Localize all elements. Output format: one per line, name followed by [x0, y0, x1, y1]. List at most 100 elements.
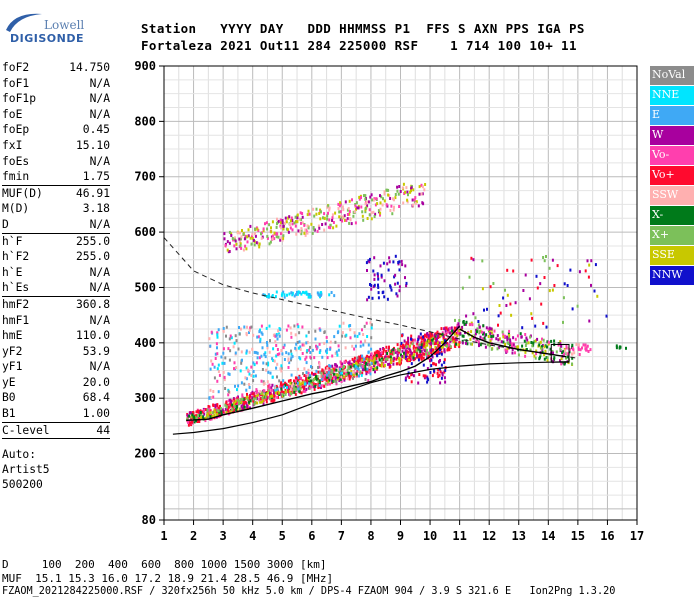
o-trace-line — [186, 325, 461, 421]
echo-point — [326, 214, 329, 218]
echo-point — [300, 228, 303, 232]
echo-point — [254, 374, 257, 378]
echo-point — [314, 373, 317, 377]
echo-point — [204, 408, 207, 411]
echo-point — [279, 385, 282, 389]
echo-point — [348, 199, 351, 203]
echo-point — [344, 360, 346, 364]
echo-point — [198, 414, 201, 418]
echo-point — [397, 352, 400, 356]
echo-point — [252, 370, 255, 373]
echo-point — [389, 209, 392, 212]
echo-point — [266, 343, 269, 347]
echo-point — [267, 395, 270, 399]
echo-point — [365, 261, 368, 265]
echo-point — [275, 225, 278, 229]
logo-digisonde-text: DIGISONDE — [10, 32, 84, 45]
echo-point — [380, 273, 383, 277]
echo-point — [304, 382, 307, 386]
echo-point — [294, 376, 297, 380]
echo-point — [379, 211, 382, 215]
echo-point — [224, 407, 227, 411]
echo-point — [469, 337, 472, 341]
echo-point — [224, 387, 227, 390]
echo-point — [244, 400, 247, 404]
echo-point — [290, 349, 292, 353]
echo-point — [399, 344, 402, 348]
echo-point — [418, 373, 421, 376]
echo-point — [386, 352, 389, 355]
echo-point — [358, 195, 361, 199]
echo-point — [385, 188, 388, 192]
echo-point — [217, 370, 220, 373]
echo-point — [418, 346, 421, 350]
echo-point — [505, 304, 508, 307]
echo-point — [272, 347, 275, 351]
echo-point — [208, 407, 211, 411]
echo-point — [257, 241, 259, 245]
echo-point — [328, 382, 331, 386]
echo-point — [429, 371, 432, 374]
echo-point — [320, 384, 323, 388]
echo-point — [453, 326, 456, 330]
param-row: M(D) 3.18 — [2, 201, 110, 217]
echo-point — [280, 349, 283, 352]
echo-point — [543, 259, 546, 263]
echo-point — [283, 295, 286, 299]
echo-point — [395, 362, 398, 366]
echo-point — [258, 242, 261, 246]
echo-point — [436, 350, 439, 353]
echo-point — [275, 344, 278, 347]
legend-entry: NNE — [650, 86, 694, 105]
echo-point — [291, 291, 294, 295]
echo-point — [284, 392, 287, 396]
echo-point — [556, 264, 559, 268]
echo-point — [246, 405, 249, 408]
echo-point — [421, 192, 424, 196]
echo-point — [350, 372, 353, 376]
echo-point — [370, 284, 373, 287]
echo-point — [449, 339, 452, 343]
echo-point — [364, 202, 367, 206]
echo-point — [419, 350, 422, 353]
echo-point — [566, 355, 569, 359]
echo-point — [568, 348, 571, 352]
echo-point — [370, 352, 373, 356]
echo-point — [271, 237, 274, 241]
param-name: fmin — [2, 170, 30, 184]
echo-point — [266, 380, 269, 384]
echo-point — [267, 370, 270, 374]
echo-point — [314, 337, 317, 341]
echo-point — [216, 404, 219, 408]
echo-point — [538, 343, 541, 347]
echo-point — [548, 266, 551, 270]
echo-point — [373, 283, 376, 287]
echo-point — [348, 371, 351, 375]
echo-point — [352, 376, 354, 380]
echo-point — [294, 379, 297, 383]
echo-point — [275, 235, 278, 239]
echo-point — [369, 368, 372, 372]
echo-point — [472, 312, 475, 316]
echo-point — [340, 216, 343, 220]
echo-point — [585, 346, 588, 350]
echo-point — [406, 190, 409, 194]
echo-point — [386, 297, 389, 301]
echo-point — [277, 219, 280, 223]
echo-point — [358, 332, 361, 336]
param-name: B0 — [2, 391, 16, 405]
echo-point — [223, 361, 226, 365]
echo-point — [270, 226, 272, 230]
echo-point — [367, 343, 370, 347]
x-tick-label: 17 — [630, 529, 644, 543]
echo-point — [289, 381, 292, 385]
echo-point — [396, 294, 399, 298]
echo-point — [375, 197, 378, 201]
echo-point — [324, 369, 327, 373]
echo-point — [375, 354, 378, 358]
param-row: foF1 N/A — [2, 76, 110, 92]
echo-point — [219, 407, 222, 410]
param-row: yF1 N/A — [2, 359, 110, 375]
logo-lowell-text: Lowell — [44, 18, 85, 32]
echo-point — [364, 207, 367, 210]
